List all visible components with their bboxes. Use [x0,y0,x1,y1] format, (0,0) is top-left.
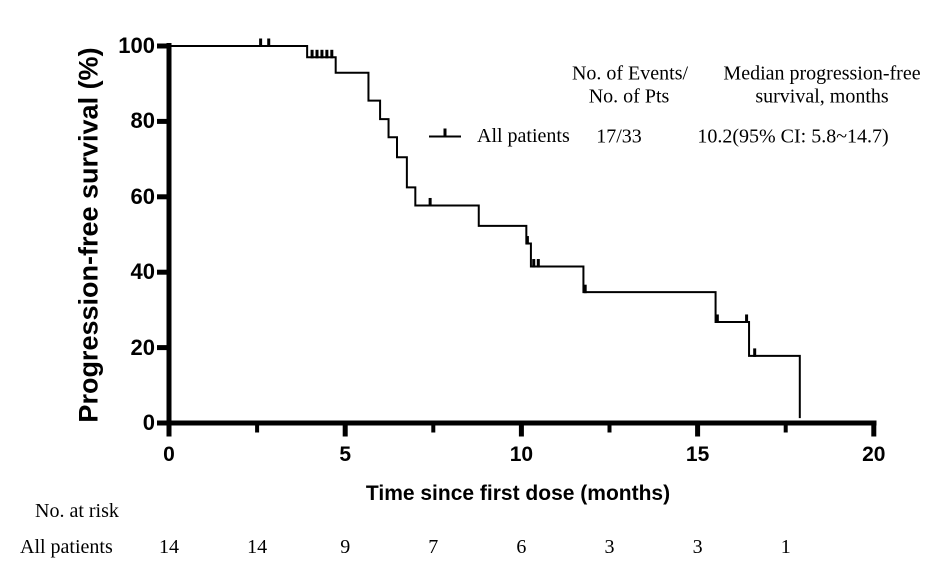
y-tick-label: 0 [142,410,155,435]
risk-count: 7 [428,536,439,558]
censor-tick [320,49,324,59]
x-tick-label: 5 [339,443,352,466]
censor-tick [428,197,432,207]
censor-tick [536,259,540,268]
risk-count: 9 [340,536,351,558]
y-tick-label: 80 [130,108,155,134]
legend-col1-header-line2: No. of Pts [588,85,670,108]
legend-median-value: 10.2(95% CI: 5.8~14.7) [697,125,889,148]
risk-table-title: No. at risk [35,500,119,522]
risk-count: 6 [516,536,527,558]
x-axis-major-tick [695,425,701,437]
legend-events-value: 17/33 [596,125,642,148]
legend-col2-header-line1: Median progression-free [723,62,921,85]
censor-tick [310,49,314,59]
censor-tick [525,236,529,245]
x-axis-major-tick [518,425,524,437]
risk-count: 1 [780,536,791,558]
risk-count: 3 [692,536,703,558]
y-axis-tick [157,420,167,426]
censor-tick [267,38,271,47]
x-tick-label: 0 [163,443,175,466]
censor-tick [325,49,329,59]
y-axis-tick [157,269,167,275]
censor-tick [583,284,587,294]
y-axis-tick [157,43,167,49]
legend-col1-header-line1: No. of Events/ [571,62,689,85]
y-axis-line [166,43,172,426]
censor-tick [259,38,263,47]
risk-count: 14 [247,536,268,558]
x-tick-label: 10 [509,443,534,466]
x-axis-major-tick [871,425,877,437]
risk-row-label: All patients [20,536,113,558]
y-axis-tick [157,345,167,351]
y-axis-title: Progression-free survival (%) [73,47,104,423]
risk-count: 14 [159,536,179,558]
x-axis-minor-tick [431,425,436,433]
x-axis-title: Time since first dose (months) [365,482,671,505]
x-axis-line [166,420,877,426]
x-tick-label: 20 [862,443,886,466]
y-tick-label: 40 [130,259,155,285]
legend-symbol-censor-tick [443,128,447,137]
x-axis-minor-tick [783,425,788,433]
y-axis-tick [157,194,167,200]
y-tick-label: 20 [130,334,155,360]
y-axis-tick [157,118,167,124]
censor-tick [532,259,536,268]
km-curve [169,45,801,419]
censor-tick [745,314,749,323]
censor-tick [753,348,757,357]
legend-series-label: All patients [477,125,570,147]
x-axis-major-tick [342,425,348,437]
risk-count: 3 [604,536,615,558]
y-tick-label: 100 [118,33,155,58]
x-tick-label: 15 [685,443,710,466]
censor-tick [715,314,719,323]
legend-col2-header-line2: survival, months [755,85,889,108]
censor-tick [315,49,319,59]
x-axis-minor-tick [607,425,612,433]
x-axis-major-tick [166,425,172,437]
x-axis-minor-tick [255,425,260,433]
censor-tick [330,49,334,59]
y-tick-label: 60 [130,183,155,209]
